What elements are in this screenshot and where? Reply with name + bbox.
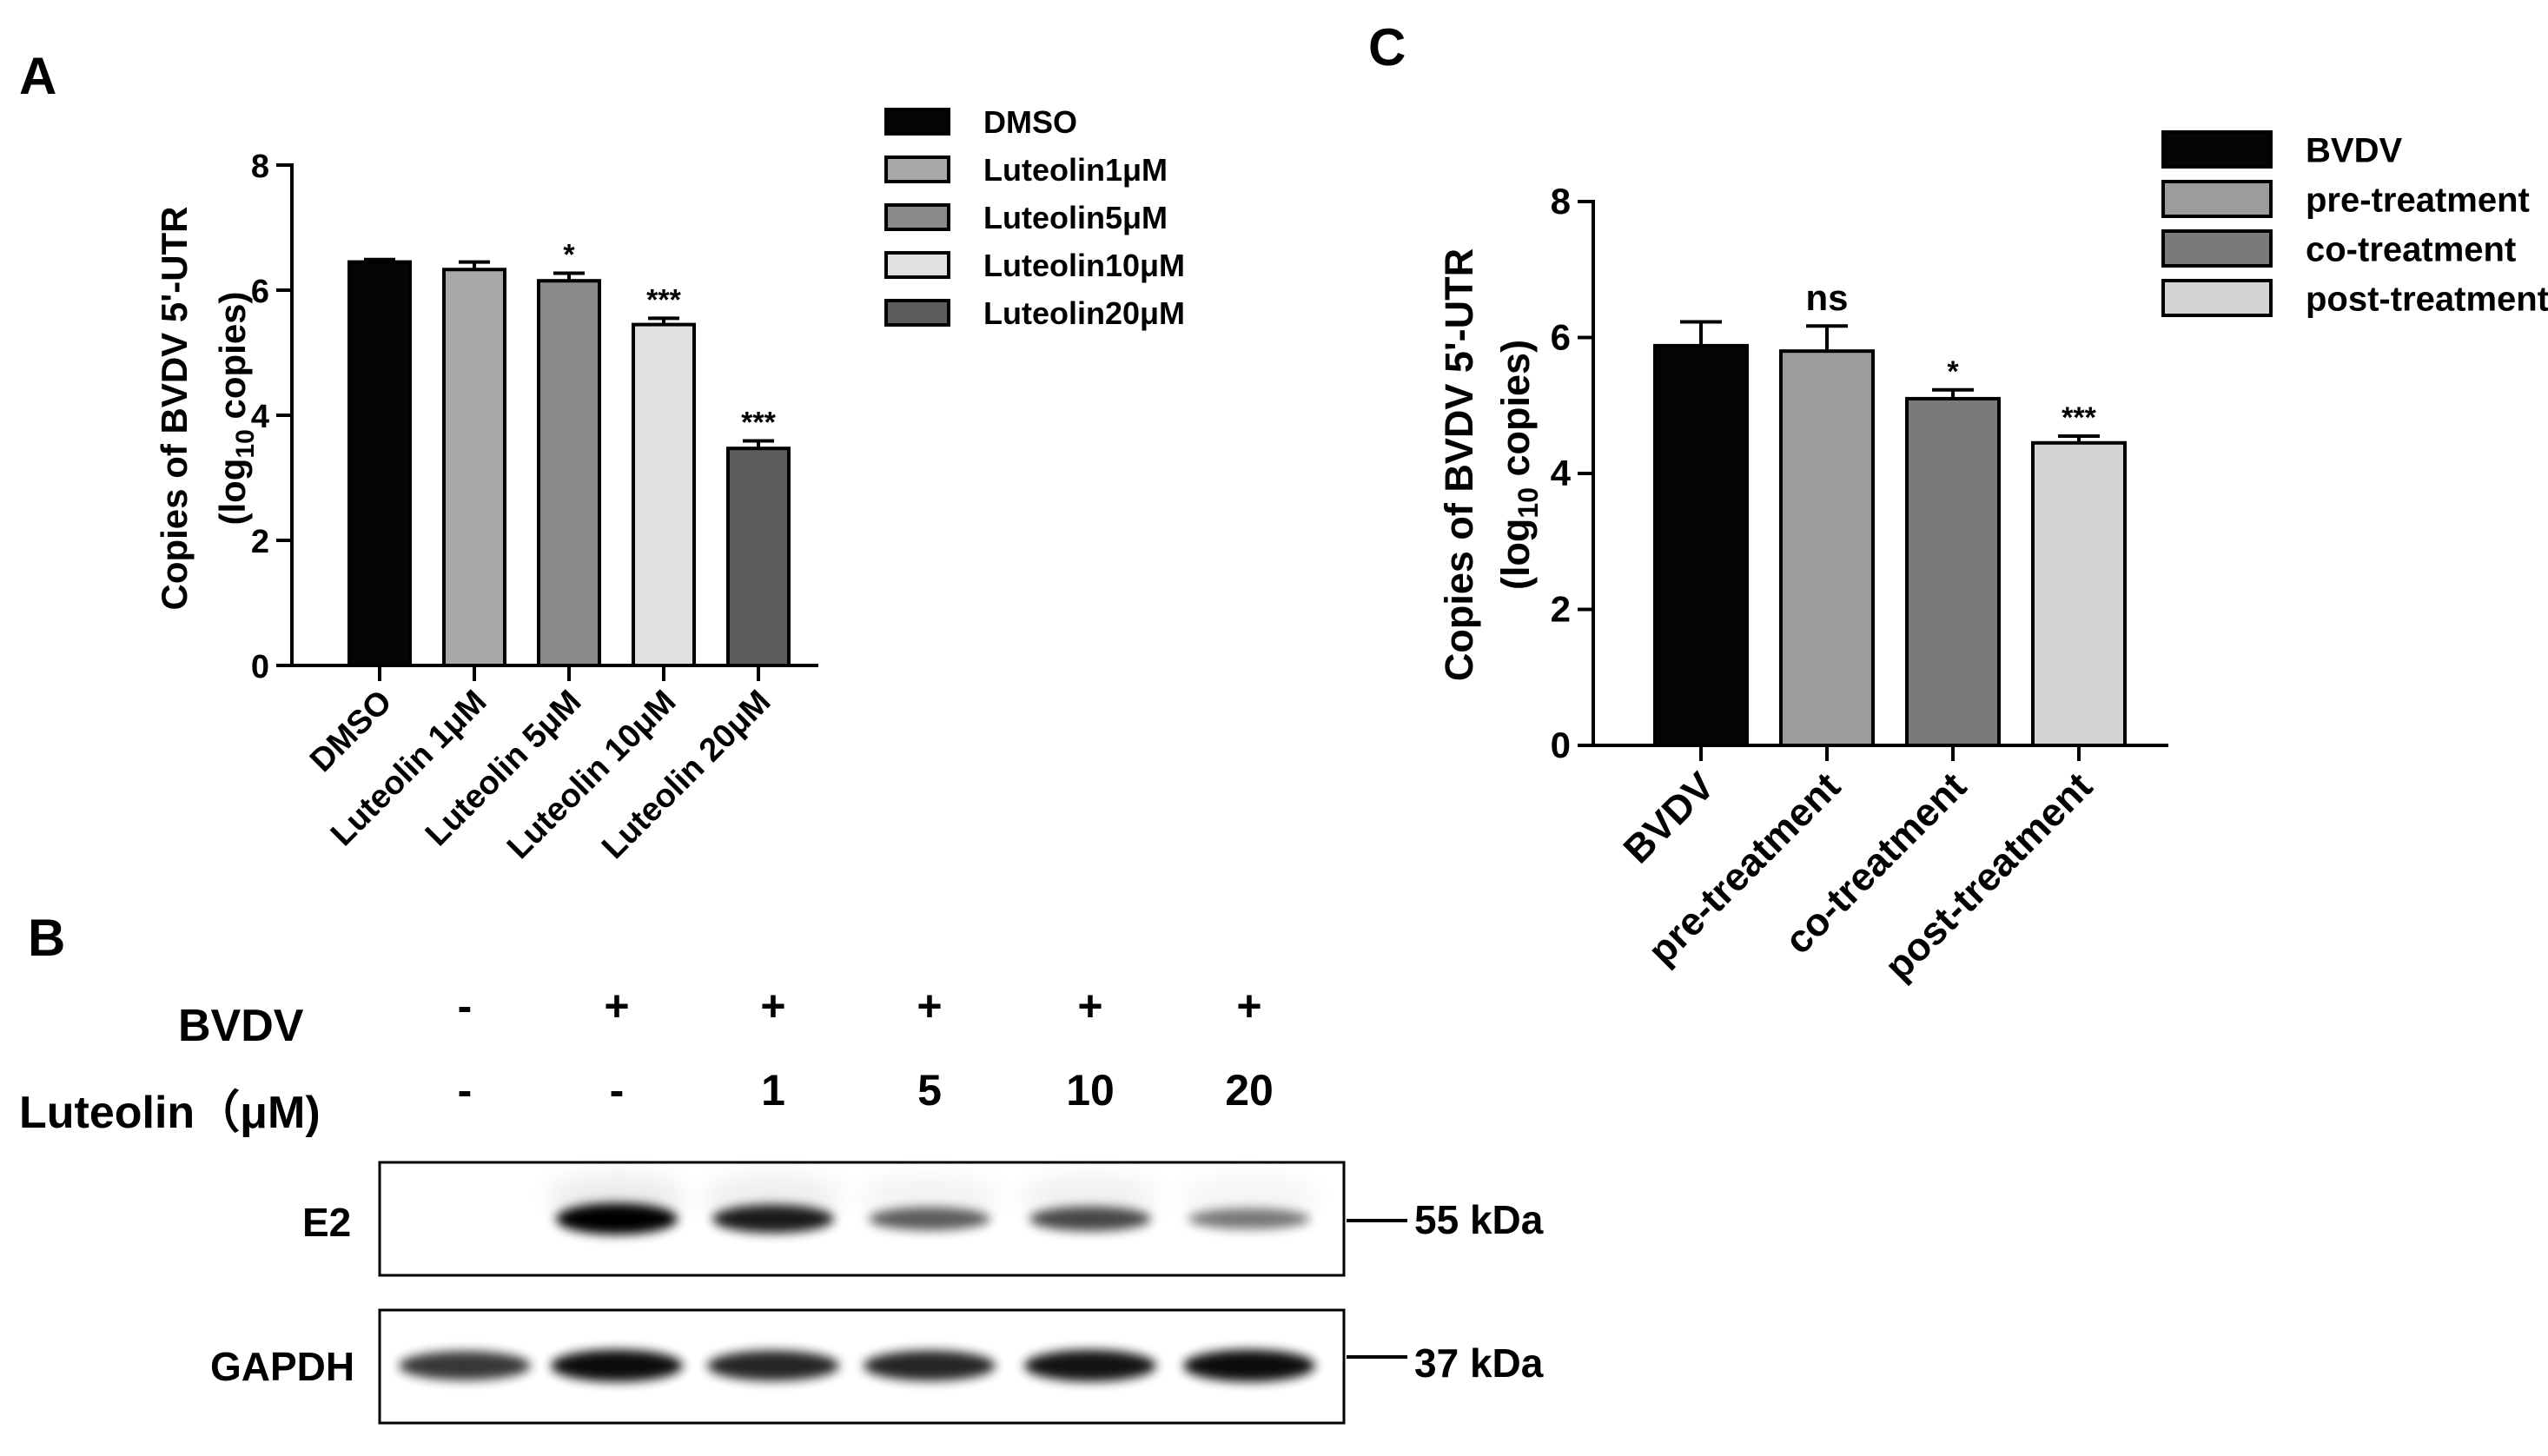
e2-band — [1188, 1208, 1310, 1229]
x-tick-label: Luteolin 10μM — [500, 684, 683, 866]
bar — [1779, 349, 1875, 747]
legend-swatch — [2161, 180, 2273, 218]
band-label-gapdh: GAPDH — [210, 1344, 354, 1389]
e2-blot-frame — [378, 1161, 1346, 1277]
e2-band-smear — [860, 1175, 999, 1220]
chart-panel-a: Copies of BVDV 5'-UTR (log10 copies) 0 2 4… — [154, 104, 1185, 866]
y-tick-label: 8 — [1551, 181, 1571, 222]
significance-label: *** — [646, 283, 681, 316]
legend-label: BVDV — [2306, 131, 2402, 169]
e2-band — [869, 1207, 990, 1231]
legend-swatch — [884, 203, 950, 231]
bar — [632, 322, 696, 667]
bvdv-sign: + — [917, 982, 942, 1030]
y-tick-label: 0 — [1551, 725, 1571, 765]
bvdv-sign: + — [1077, 982, 1102, 1030]
y-tick-label: 2 — [1551, 589, 1571, 630]
y-tick-label: 6 — [251, 274, 269, 310]
western-blot: BVDV Luteolin（μM) - + + + + + - - 1 5 10 20 E2 GAPD… — [19, 982, 1544, 1425]
luteolin-dose: 10 — [1066, 1066, 1115, 1115]
bar — [537, 279, 601, 667]
bar — [2031, 440, 2127, 747]
legend-label: Luteolin5μM — [983, 200, 1168, 235]
bvdv-sign: - — [458, 982, 473, 1030]
bar — [442, 268, 506, 667]
y-tick-label: 0 — [251, 649, 269, 685]
legend-swatch — [2161, 279, 2273, 317]
significance-label: *** — [2062, 401, 2096, 434]
y-axis-unit-a: (log10 copies) — [212, 291, 260, 525]
band-label-e2: E2 — [302, 1200, 351, 1245]
y-axis-label-c: Copies of BVDV 5'-UTR — [1437, 248, 1481, 681]
panel-label-b: B — [28, 909, 65, 967]
legend-swatch — [884, 108, 950, 136]
panel-label-c: C — [1368, 18, 1406, 76]
blot-row-label-bvdv: BVDV — [178, 1001, 304, 1051]
luteolin-dose: 5 — [917, 1066, 942, 1115]
gapdh-band — [864, 1350, 996, 1381]
legend-label: DMSO — [983, 104, 1077, 140]
significance-label: ns — [1805, 277, 1848, 318]
x-tick-label: BVDV — [1615, 764, 1723, 871]
y-axis-label-a: Copies of BVDV 5'-UTR — [154, 206, 195, 610]
y-tick-label: 2 — [251, 524, 269, 560]
e2-band — [712, 1204, 834, 1234]
legend-swatch — [2161, 130, 2273, 169]
legend-label: co-treatment — [2306, 230, 2516, 268]
y-tick-label: 4 — [1551, 453, 1572, 493]
x-tick-label: Luteolin 20μM — [595, 684, 778, 866]
marker-label-37kda: 37 kDa — [1414, 1340, 1544, 1386]
bar — [1905, 396, 2001, 747]
legend-swatch — [884, 299, 950, 327]
significance-label: * — [563, 239, 575, 272]
bvdv-sign: + — [760, 982, 785, 1030]
legend-label: Luteolin10μM — [983, 248, 1185, 283]
legend-label: post-treatment — [2306, 280, 2548, 318]
significance-label: *** — [741, 407, 776, 440]
e2-band — [556, 1203, 678, 1234]
marker-label-55kda: 55 kDa — [1414, 1197, 1544, 1242]
legend-swatch — [2161, 229, 2273, 268]
bvdv-sign: + — [1236, 982, 1261, 1030]
luteolin-dose: 20 — [1225, 1066, 1274, 1115]
legend-a: DMSO Luteolin1μM Luteolin5μM Luteolin10μM Lu… — [884, 104, 1185, 331]
legend-label: pre-treatment — [2306, 181, 2530, 219]
gapdh-band — [707, 1350, 839, 1381]
legend-label: Luteolin20μM — [983, 295, 1185, 331]
luteolin-dose: 1 — [761, 1066, 785, 1115]
legend-swatch — [884, 156, 950, 183]
legend-c: BVDV pre-treatment co-treatment post-treatm… — [2161, 130, 2548, 318]
bar — [726, 447, 791, 667]
luteolin-dose: - — [610, 1066, 625, 1115]
gapdh-blot-frame — [378, 1308, 1346, 1425]
chart-panel-c: Copies of BVDV 5'-UTR (log10 copies) 0 2 4… — [1437, 130, 2548, 989]
bar — [1653, 343, 1749, 747]
gapdh-band — [551, 1349, 683, 1382]
x-tick-label: DMSO — [303, 684, 399, 779]
bar — [347, 260, 412, 667]
y-axis-unit-c: (log10 copies) — [1493, 340, 1544, 590]
legend-swatch — [884, 251, 950, 279]
blot-row-label-luteolin: Luteolin（μM) — [19, 1088, 321, 1138]
legend-label: Luteolin1μM — [983, 152, 1168, 188]
y-tick-label: 6 — [1551, 317, 1571, 358]
panel-label-a: A — [19, 47, 56, 105]
significance-label: * — [1947, 355, 1959, 388]
gapdh-band — [399, 1351, 531, 1380]
e2-band-smear — [1180, 1175, 1319, 1220]
y-tick-label: 8 — [251, 149, 269, 185]
bvdv-sign: + — [604, 982, 629, 1030]
luteolin-dose: - — [458, 1066, 473, 1115]
gapdh-band — [1183, 1349, 1315, 1382]
e2-band-smear — [1021, 1175, 1160, 1220]
y-tick-label: 4 — [251, 399, 269, 435]
e2-band — [1029, 1206, 1151, 1232]
gapdh-band — [1024, 1349, 1156, 1382]
